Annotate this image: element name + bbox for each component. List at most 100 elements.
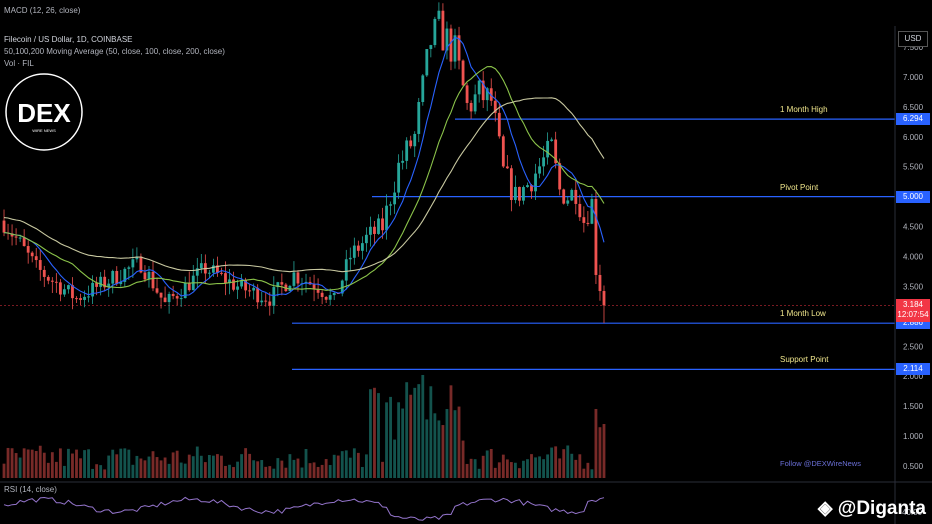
candle-body xyxy=(429,45,433,50)
candle-body xyxy=(457,35,461,61)
countdown: 12:07:54 xyxy=(897,310,929,320)
candle-body xyxy=(10,233,14,237)
candle-body xyxy=(481,80,485,101)
volume-bar xyxy=(167,463,171,478)
volume-bar xyxy=(115,454,119,478)
candle-body xyxy=(179,298,183,300)
volume-bar xyxy=(441,425,445,478)
candle-body xyxy=(509,168,513,201)
candle-body xyxy=(469,102,473,112)
volume-bar xyxy=(534,457,537,478)
candle-body xyxy=(183,282,187,299)
volume-bar xyxy=(280,460,284,478)
candle-body xyxy=(473,94,477,112)
volume-bar xyxy=(469,458,473,478)
candle-body xyxy=(377,218,380,234)
volume-bar xyxy=(522,460,525,478)
volume-bar xyxy=(272,468,276,478)
price-axis-bg xyxy=(895,0,932,524)
volume-bar xyxy=(79,458,82,478)
volume-bar xyxy=(501,454,505,478)
candle-body xyxy=(228,279,231,284)
candle-body xyxy=(590,198,594,224)
volume-bar xyxy=(99,465,103,478)
volume-bar xyxy=(224,465,227,478)
volume-bar xyxy=(46,462,50,478)
price-tick: 6.000 xyxy=(903,133,924,142)
volume-bar xyxy=(71,453,74,478)
ma100-line xyxy=(3,66,605,291)
volume-bar xyxy=(413,387,417,478)
volume-bar xyxy=(594,408,598,478)
volume-bar xyxy=(304,448,308,478)
candle-body xyxy=(574,189,578,204)
candle-body xyxy=(240,279,243,287)
candle-body xyxy=(417,102,421,134)
volume-bar xyxy=(316,466,320,478)
last-price-value: 3.184 xyxy=(902,300,924,310)
volume-bar xyxy=(377,393,380,478)
level-value-badge: 2.114 xyxy=(896,363,930,376)
candle-body xyxy=(87,296,90,298)
candle-body xyxy=(252,287,256,291)
volume-bar xyxy=(513,462,517,478)
candle-body xyxy=(320,292,324,297)
volume-bar xyxy=(590,469,594,478)
volume-bar xyxy=(526,459,529,478)
candle-body xyxy=(542,157,545,167)
candle-body xyxy=(195,268,199,276)
volume-bar xyxy=(308,463,312,478)
ma50-line xyxy=(3,36,605,297)
volume-bar xyxy=(397,402,401,478)
follow-text: Follow @DEXWireNews xyxy=(780,459,861,468)
level-label: 1 Month High xyxy=(780,105,828,115)
volume-bar xyxy=(365,454,368,478)
volume-bar xyxy=(385,402,388,478)
volume-bar xyxy=(143,460,147,478)
rsi-pane xyxy=(3,496,605,521)
volume-bar xyxy=(320,464,324,478)
candle-body xyxy=(135,256,139,260)
volume-bar xyxy=(83,450,86,478)
price-tick: 5.500 xyxy=(903,163,924,172)
volume-bar xyxy=(171,452,175,478)
candle-body xyxy=(127,267,131,269)
volume-bar xyxy=(268,466,272,478)
price-tick: 6.500 xyxy=(903,103,924,112)
candle-body xyxy=(562,189,566,204)
candle-body xyxy=(493,100,497,113)
logo-text: DEX xyxy=(17,98,71,128)
candle-body xyxy=(389,204,392,206)
candle-body xyxy=(236,286,239,290)
volume-bar xyxy=(489,448,493,478)
candle-body xyxy=(602,291,606,306)
volume-bar xyxy=(199,455,203,478)
candle-body xyxy=(220,272,223,274)
volume-bar xyxy=(107,455,111,478)
volume-bar xyxy=(179,462,183,478)
candle-body xyxy=(211,265,215,273)
level-label: 1 Month Low xyxy=(780,309,826,319)
volume-bar xyxy=(75,449,78,478)
price-tick: 4.500 xyxy=(903,223,924,232)
candle-body xyxy=(95,282,99,287)
volume-bar xyxy=(195,446,199,478)
volume-bar xyxy=(578,454,582,478)
candle-body xyxy=(232,279,235,290)
volume-bar xyxy=(139,458,143,478)
volume-bar xyxy=(175,450,179,478)
candle-body xyxy=(63,289,66,295)
candle-body xyxy=(139,256,143,273)
candle-body xyxy=(485,88,489,101)
volume-bar xyxy=(236,461,239,478)
candle-body xyxy=(171,293,175,297)
volume-bar xyxy=(111,449,115,478)
candle-body xyxy=(522,187,525,201)
volume-bar xyxy=(87,449,90,478)
volume-bar xyxy=(445,409,449,478)
volume-bar xyxy=(244,448,248,478)
currency-selector[interactable]: USD xyxy=(898,31,928,47)
moving-averages xyxy=(3,36,605,297)
